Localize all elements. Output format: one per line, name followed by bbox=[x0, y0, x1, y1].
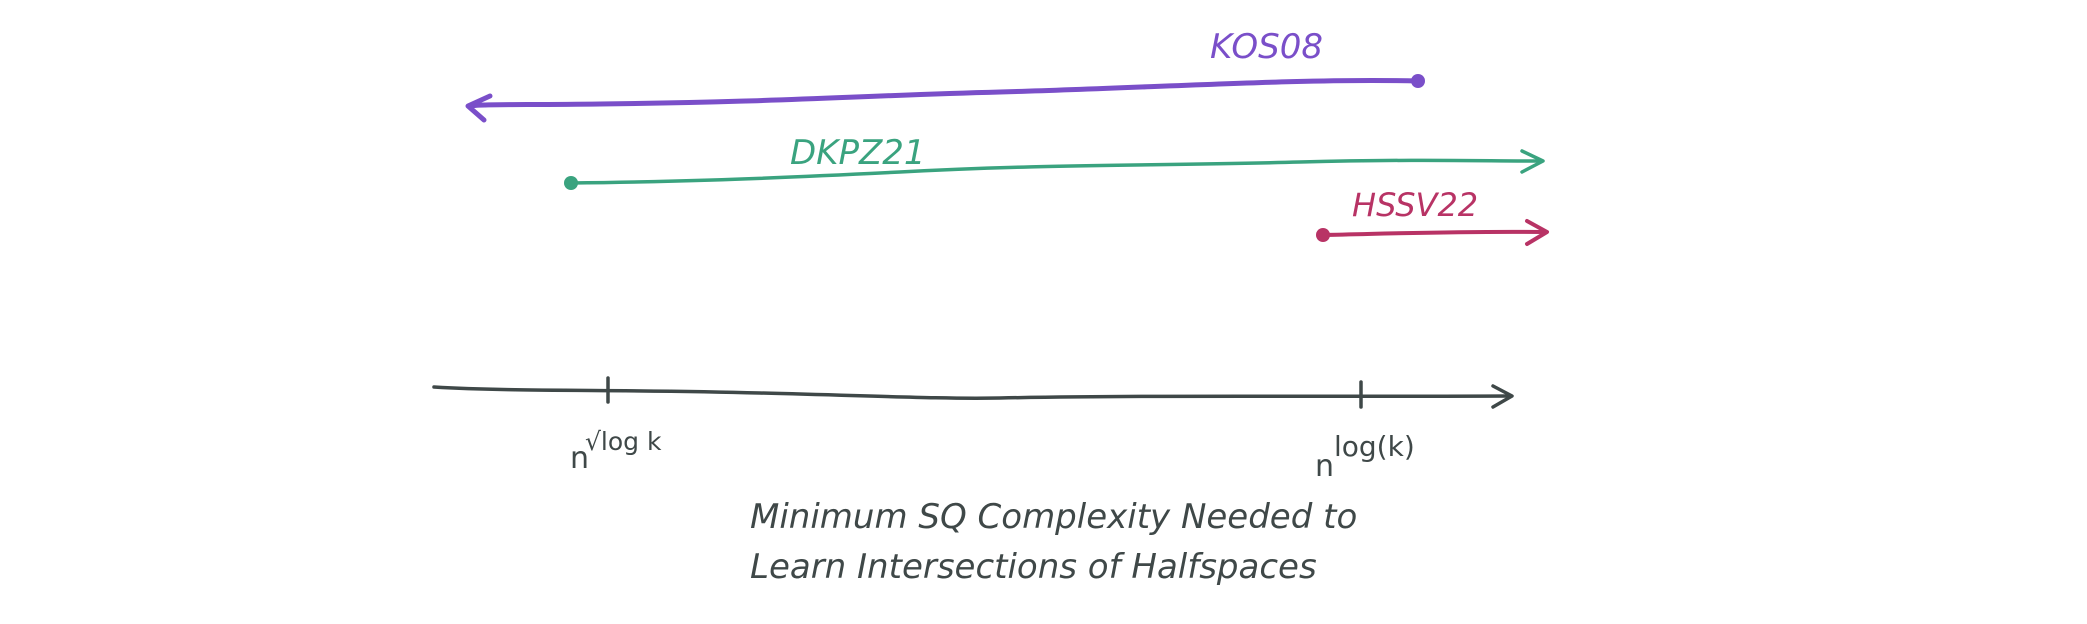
tick-label-log-k-base: n bbox=[1315, 449, 1334, 484]
tick-label-log-k-exponent: log(k) bbox=[1334, 430, 1415, 463]
caption-line-2: Learn Intersections of Halfspaces bbox=[750, 547, 1317, 587]
axis-line bbox=[432, 385, 1512, 400]
range-kos08-line bbox=[467, 77, 1421, 109]
tick-label-sqrt-log-k-base: n bbox=[570, 441, 589, 476]
tick-label-sqrt-log-k-exponent: √log k bbox=[585, 427, 662, 456]
range-dkpz21: DKPZ21 bbox=[564, 133, 1545, 190]
complexity-axis: n √log k n log(k) bbox=[432, 376, 1514, 484]
range-kos08: KOS08 bbox=[465, 27, 1425, 123]
tick-label-log-k: n log(k) bbox=[1315, 430, 1415, 484]
diagram-caption: Minimum SQ Complexity Needed to Learn In… bbox=[750, 497, 1357, 587]
range-kos08-start-dot bbox=[1411, 74, 1425, 88]
range-dkpz21-label: DKPZ21 bbox=[790, 133, 926, 173]
range-hssv22: HSSV22 bbox=[1316, 186, 1549, 246]
range-kos08-arrowhead bbox=[465, 93, 493, 123]
range-kos08-label: KOS08 bbox=[1210, 27, 1323, 67]
range-dkpz21-line bbox=[569, 158, 1542, 185]
range-hssv22-label: HSSV22 bbox=[1352, 186, 1478, 224]
axis-arrowhead bbox=[1491, 384, 1514, 409]
range-hssv22-arrowhead bbox=[1525, 219, 1549, 246]
range-hssv22-start-dot bbox=[1316, 228, 1330, 242]
caption-line-1: Minimum SQ Complexity Needed to bbox=[750, 497, 1357, 537]
tick-label-sqrt-log-k: n √log k bbox=[570, 427, 662, 476]
range-dkpz21-arrowhead bbox=[1520, 149, 1545, 174]
range-dkpz21-start-dot bbox=[564, 176, 578, 190]
range-hssv22-line bbox=[1321, 229, 1547, 237]
